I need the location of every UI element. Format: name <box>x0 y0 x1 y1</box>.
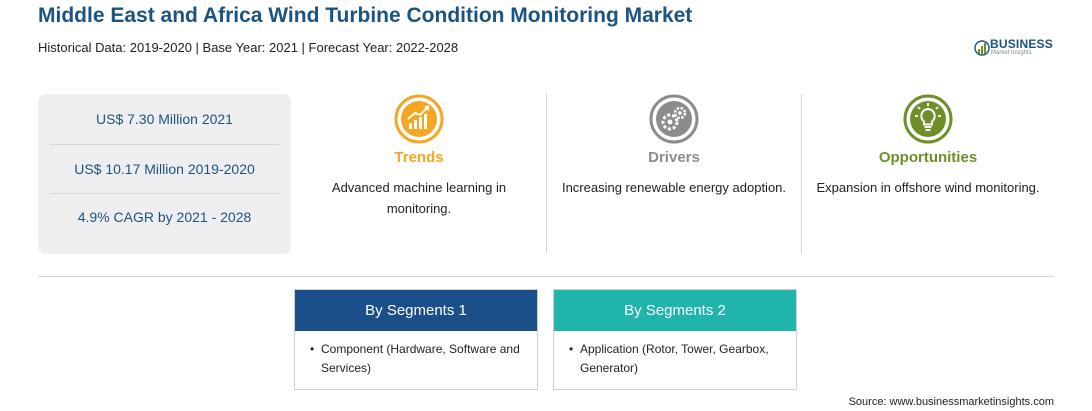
segment-item-application: Application (Rotor, Tower, Gearbox, Gene… <box>580 342 769 375</box>
source-citation: Source: www.businessmarketinsights.com <box>848 396 1054 408</box>
column-divider <box>546 94 547 254</box>
segment-item-component: Component (Hardware, Software and Servic… <box>321 342 520 375</box>
segment-box-1: By Segments 1 • Component (Hardware, Sof… <box>294 289 538 390</box>
column-divider <box>801 94 802 254</box>
market-stats-panel: US$ 7.30 Million 2021 US$ 10.17 Million … <box>38 94 291 254</box>
logo-wordmark: BUSINESS <box>990 37 1053 51</box>
bullet-icon: • <box>569 342 574 356</box>
stat-divider <box>50 193 279 194</box>
page-subtitle: Historical Data: 2019-2020 | Base Year: … <box>38 40 459 55</box>
page-title: Middle East and Africa Wind Turbine Cond… <box>38 4 693 27</box>
bullet-icon: • <box>310 342 315 356</box>
trends-heading: Trends <box>394 149 444 166</box>
opportunities-heading: Opportunities <box>878 149 978 166</box>
segment-body-1: • Component (Hardware, Software and Serv… <box>295 331 537 378</box>
trend-chart-icon <box>394 94 444 144</box>
section-divider <box>38 276 1054 277</box>
stat-cagr: 4.9% CAGR by 2021 - 2028 <box>77 209 252 225</box>
logo-globe-icon <box>974 40 990 56</box>
stat-market-value-2021: US$ 7.30 Million 2021 <box>96 111 233 127</box>
trends-text: Advanced machine learning in monitoring. <box>331 180 507 216</box>
drivers-text: Increasing renewable energy adoption. <box>561 180 787 195</box>
segment-header-2: By Segments 2 <box>554 290 796 331</box>
segment-box-2: By Segments 2 • Application (Rotor, Towe… <box>553 289 797 390</box>
stat-divider <box>50 144 279 145</box>
segment-body-2: • Application (Rotor, Tower, Gearbox, Ge… <box>554 331 796 378</box>
stat-market-value-historical: US$ 10.17 Million 2019-2020 <box>74 161 255 177</box>
company-logo: BUSINESS Market Insights <box>974 36 1064 60</box>
drivers-heading: Drivers <box>648 149 700 166</box>
opportunities-text: Expansion in offshore wind monitoring. <box>816 180 1040 195</box>
lightbulb-icon <box>903 94 953 144</box>
segment-header-1: By Segments 1 <box>295 290 537 331</box>
gears-icon <box>649 94 699 144</box>
logo-tagline: Market Insights <box>991 50 1032 56</box>
